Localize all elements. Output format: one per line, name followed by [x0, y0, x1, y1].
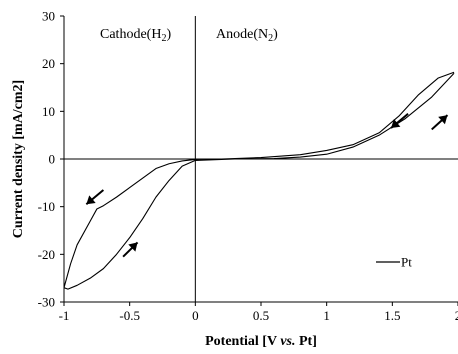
y-tick-label: -30 — [38, 295, 55, 310]
y-tick-label: 0 — [49, 152, 56, 167]
sweep-arrow-head — [391, 119, 401, 129]
sweep-arrow-head — [86, 195, 96, 205]
y-axis-label: Current density [mA/cm2] — [11, 80, 26, 238]
x-tick-label: 0.5 — [253, 308, 269, 323]
series-pt — [63, 71, 455, 290]
y-tick-label: 20 — [42, 56, 55, 71]
legend: Pt — [376, 255, 412, 270]
cv-sweep-anodic — [63, 72, 455, 290]
x-tick-label: 2 — [455, 308, 458, 323]
y-tick-label: -10 — [38, 199, 55, 214]
tick-labels: -1 -0.5 0 0.5 1 1.5 2 30 20 10 0 -10 -20 -30 — [38, 9, 458, 324]
sweep-arrow-head — [438, 115, 448, 125]
region-label-anode: Anode(N2) — [216, 27, 278, 44]
x-tick-label: -0.5 — [119, 308, 140, 323]
y-tick-label: 10 — [42, 104, 55, 119]
x-tick-label: -1 — [59, 308, 70, 323]
sweep-arrows — [85, 112, 449, 258]
x-tick-label: 1.5 — [384, 308, 400, 323]
axes — [60, 15, 458, 306]
cv-sweep-cathodic — [63, 71, 455, 288]
region-label-cathode: Cathode(H2) — [100, 27, 171, 44]
sweep-arrow — [85, 189, 105, 206]
x-tick-label: 0 — [192, 308, 199, 323]
y-tick-label: 30 — [42, 9, 55, 24]
y-tick-label: -20 — [38, 247, 55, 262]
sweep-arrow — [431, 114, 449, 131]
x-tick-label: 1 — [323, 308, 330, 323]
sweep-arrow — [390, 112, 409, 129]
sweep-arrow-head — [128, 242, 138, 252]
legend-label-pt: Pt — [401, 255, 412, 270]
x-axis-label: Potential [V vs. Pt] — [205, 334, 317, 349]
sweep-arrow — [122, 241, 139, 258]
